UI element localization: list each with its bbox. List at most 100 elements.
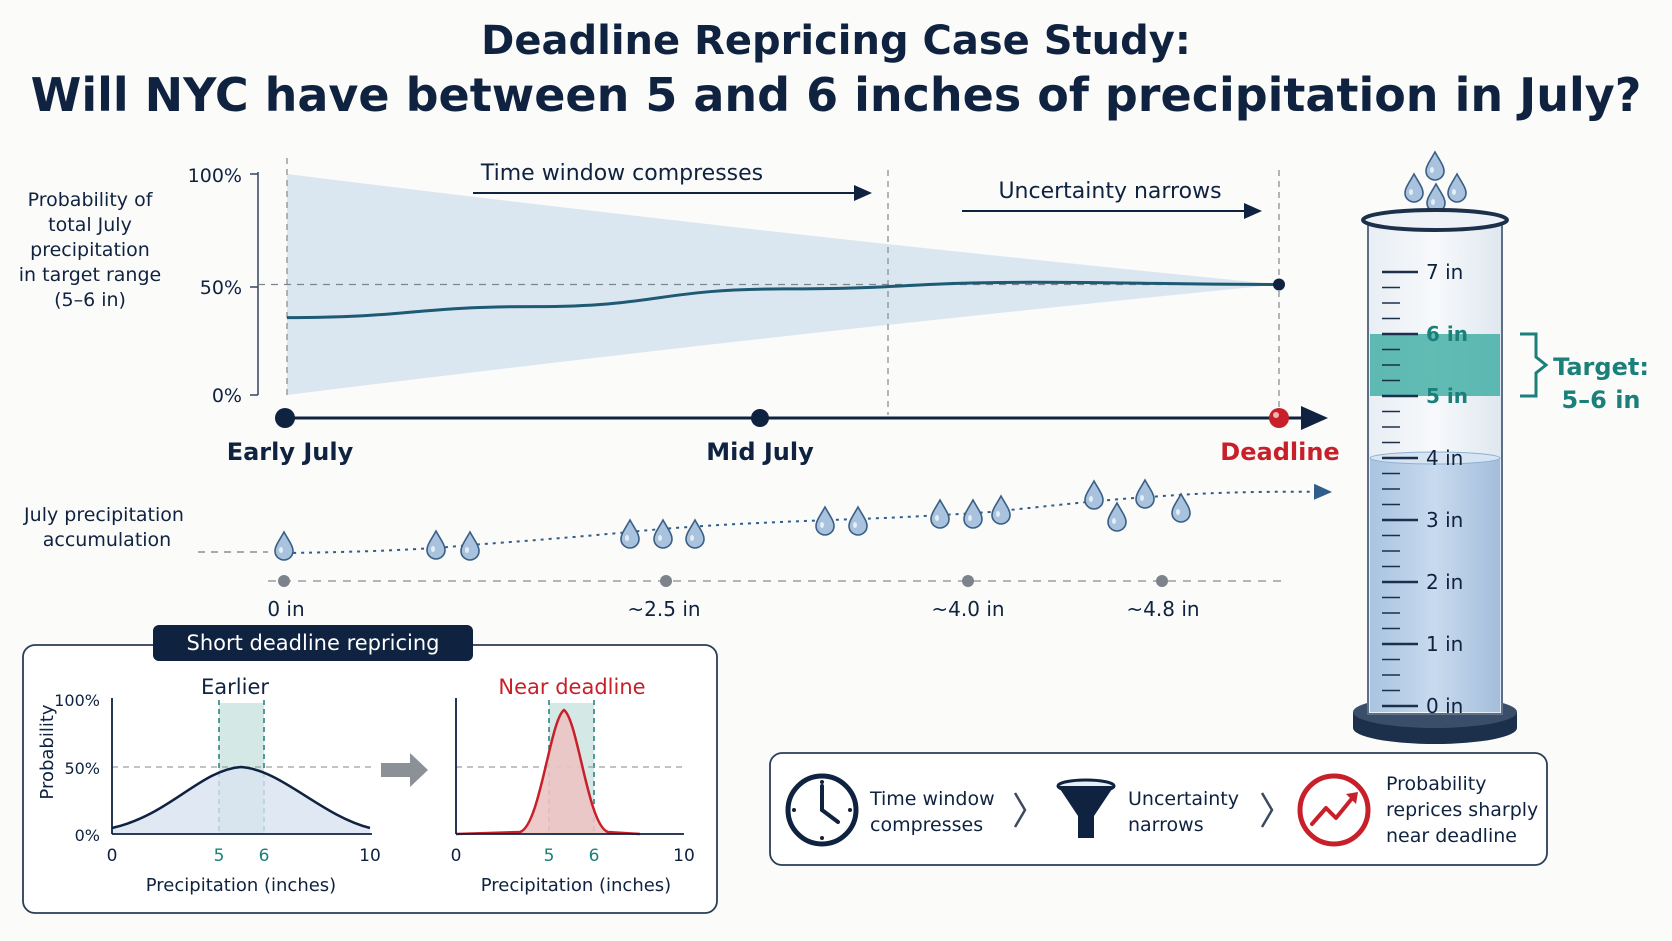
accum-tick-1: ~2.5 in — [627, 597, 700, 621]
legend-text: Uncertainty — [1128, 788, 1239, 810]
falling-drop-icon — [1404, 173, 1424, 203]
annotation-uncertainty: Uncertainty narrows — [998, 179, 1221, 204]
title-line-2: Will NYC have between 5 and 6 inches of … — [30, 68, 1642, 122]
raindrop-icon — [460, 531, 480, 561]
clock-icon — [785, 773, 859, 847]
mini-ylabel: Probability — [37, 704, 58, 799]
mini-ytick: 0% — [75, 826, 100, 845]
mini-xlabel: Precipitation (inches) — [146, 875, 336, 896]
legend-text: narrows — [1128, 814, 1204, 836]
timeline-label-deadline: Deadline — [1220, 438, 1339, 466]
legend-panel: Time window compresses Uncertainty narro… — [769, 752, 1548, 866]
gauge-scale-label: 4 in — [1426, 446, 1463, 470]
legend-text: reprices sharply — [1386, 799, 1538, 821]
ytick-100: 100% — [188, 165, 242, 187]
mini-xtick: 6 — [589, 846, 600, 866]
raindrop-icon — [1107, 502, 1127, 532]
accum-tick-0: 0 in — [267, 597, 304, 621]
accumulation-row: July precipitation accumulation — [23, 479, 1332, 621]
raindrop-icon — [930, 499, 950, 529]
timeline-dot-early — [275, 408, 295, 428]
raindrop-icon — [848, 506, 868, 536]
mini-xtick: 10 — [673, 846, 695, 866]
trend-up-icon — [1297, 773, 1371, 847]
mini-heading-earlier: Earlier — [201, 675, 269, 699]
raindrop-icon — [426, 530, 446, 560]
gauge-scale-label: 5 in — [1426, 384, 1468, 408]
probability-line — [286, 280, 1280, 320]
raindrop-icon — [274, 531, 294, 561]
mini-xtick: 0 — [107, 846, 118, 866]
legend-text: compresses — [870, 814, 983, 836]
mini-chart-earlier: Earlier Probability 100% 50% 0% 0 5 6 10… — [37, 675, 381, 896]
legend-text: near deadline — [1386, 825, 1517, 847]
target-bracket — [1520, 332, 1549, 398]
chevron-right-icon — [1260, 792, 1274, 828]
ylabel-line: in target range — [19, 264, 161, 286]
funnel-icon — [1056, 778, 1116, 838]
falling-drop-icon — [1425, 151, 1445, 181]
chevron-right-icon — [1013, 792, 1027, 828]
inset-title: Short deadline repricing — [187, 631, 440, 655]
mini-xlabel: Precipitation (inches) — [481, 875, 671, 896]
raindrop-icon — [653, 519, 673, 549]
ytick-0: 0% — [212, 385, 242, 407]
timeline: Early July Mid July Deadline — [227, 406, 1340, 466]
raindrop-icon — [620, 519, 640, 549]
legend-text: Time window — [869, 788, 995, 810]
raindrop-icon — [1084, 480, 1104, 510]
timeline-dot-mid — [751, 409, 769, 427]
annotation-time-window: Time window compresses — [480, 161, 763, 186]
raindrops — [274, 479, 1191, 561]
mini-chart-near-deadline: Near deadline 0 5 6 10 Precipitation (in… — [451, 675, 695, 896]
raindrop-icon — [963, 499, 983, 529]
ytick-50: 50% — [200, 277, 242, 299]
mini-xtick: 5 — [214, 846, 225, 866]
timeline-label-mid: Mid July — [706, 438, 814, 466]
gauge-scale-label: 6 in — [1426, 322, 1468, 346]
probability-endpoint — [1273, 278, 1285, 291]
target-label-line: 5–6 in — [1561, 386, 1640, 414]
top-chart-ylabel: Probability of total July precipitation … — [19, 189, 161, 311]
ylabel-line: precipitation — [30, 239, 150, 261]
inset-panel: Short deadline repricing Earlier Probabi… — [22, 625, 718, 914]
mini-transition-arrow — [381, 753, 428, 787]
falling-drop-icon — [1447, 173, 1467, 203]
gauge-scale-label: 3 in — [1426, 508, 1463, 532]
raindrop-icon — [1171, 493, 1191, 523]
mini-xtick: 10 — [359, 846, 381, 866]
top-probability-chart: Probability of total July precipitation … — [19, 158, 1285, 415]
mini-heading-near-deadline: Near deadline — [498, 675, 645, 699]
rain-gauge: 7 in 6 in 5 in 4 in 3 in 2 in 1 in 0 in Target:… — [1353, 151, 1649, 744]
accumulation-label-line: July precipitation — [23, 504, 184, 526]
mini-xtick: 5 — [544, 846, 555, 866]
ylabel-line: Probability of — [28, 189, 154, 211]
mini-ytick: 50% — [64, 759, 100, 778]
inset-title-badge — [153, 625, 473, 661]
mini-xtick: 0 — [451, 846, 462, 866]
target-label-line: Target: — [1553, 353, 1649, 381]
gauge-scale-label: 0 in — [1426, 694, 1463, 718]
ylabel-line: (5–6 in) — [54, 289, 126, 311]
raindrop-icon — [1135, 479, 1155, 509]
raindrop-icon — [685, 519, 705, 549]
raindrop-icon — [815, 506, 835, 536]
gauge-scale-label: 7 in — [1426, 260, 1463, 284]
mini-curve-wide — [111, 765, 371, 830]
timeline-label-early: Early July — [227, 438, 354, 466]
gauge-scale-label: 1 in — [1426, 632, 1463, 656]
accum-tick-2: ~4.0 in — [931, 597, 1004, 621]
title-line-1: Deadline Repricing Case Study: — [481, 18, 1191, 64]
ylabel-line: total July — [48, 214, 132, 236]
mini-xtick: 6 — [259, 846, 270, 866]
accum-tick-3: ~4.8 in — [1126, 597, 1199, 621]
falling-drop-icon — [1426, 183, 1446, 213]
mini-ytick: 100% — [54, 691, 100, 710]
mini-curve-sharp — [455, 708, 641, 836]
raindrop-icon — [991, 495, 1011, 525]
timeline-dot-deadline — [1269, 408, 1289, 428]
gauge-scale: 7 in 6 in 5 in 4 in 3 in 2 in 1 in 0 in — [1382, 260, 1468, 718]
water-fill — [1370, 458, 1500, 712]
gauge-scale-label: 2 in — [1426, 570, 1463, 594]
